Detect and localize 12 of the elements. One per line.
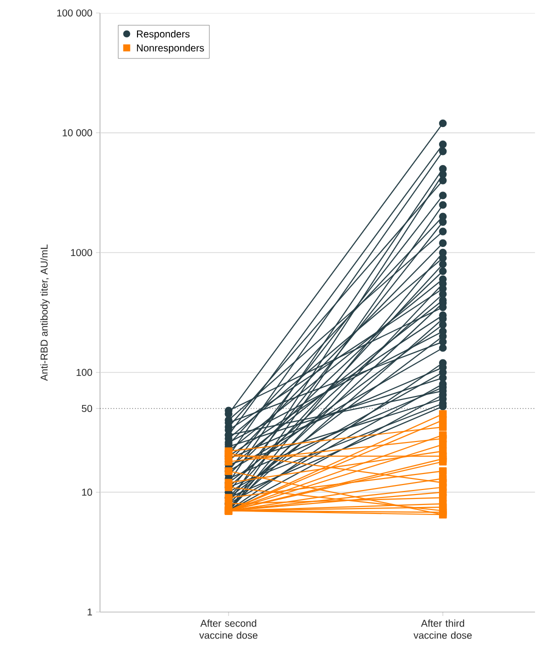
legend-label: Responders	[137, 30, 190, 40]
y-tick-label: 100	[76, 368, 92, 376]
y-tick-label: 100 000	[57, 9, 92, 17]
x-tick-label: After third vaccine dose	[414, 620, 472, 639]
y-tick-label: 10	[82, 488, 92, 496]
x-tick-label: After second vaccine dose	[199, 620, 258, 639]
y-axis-title: Anti-RBD antibody titer, AU/mL	[40, 244, 50, 381]
y-tick-label: 10 000	[62, 129, 92, 136]
legend-label: Nonresponders	[137, 44, 204, 54]
y-tick-label: 1000	[71, 249, 92, 256]
y-tick-label: 50	[82, 404, 92, 412]
y-tick-label: 1	[88, 608, 92, 616]
